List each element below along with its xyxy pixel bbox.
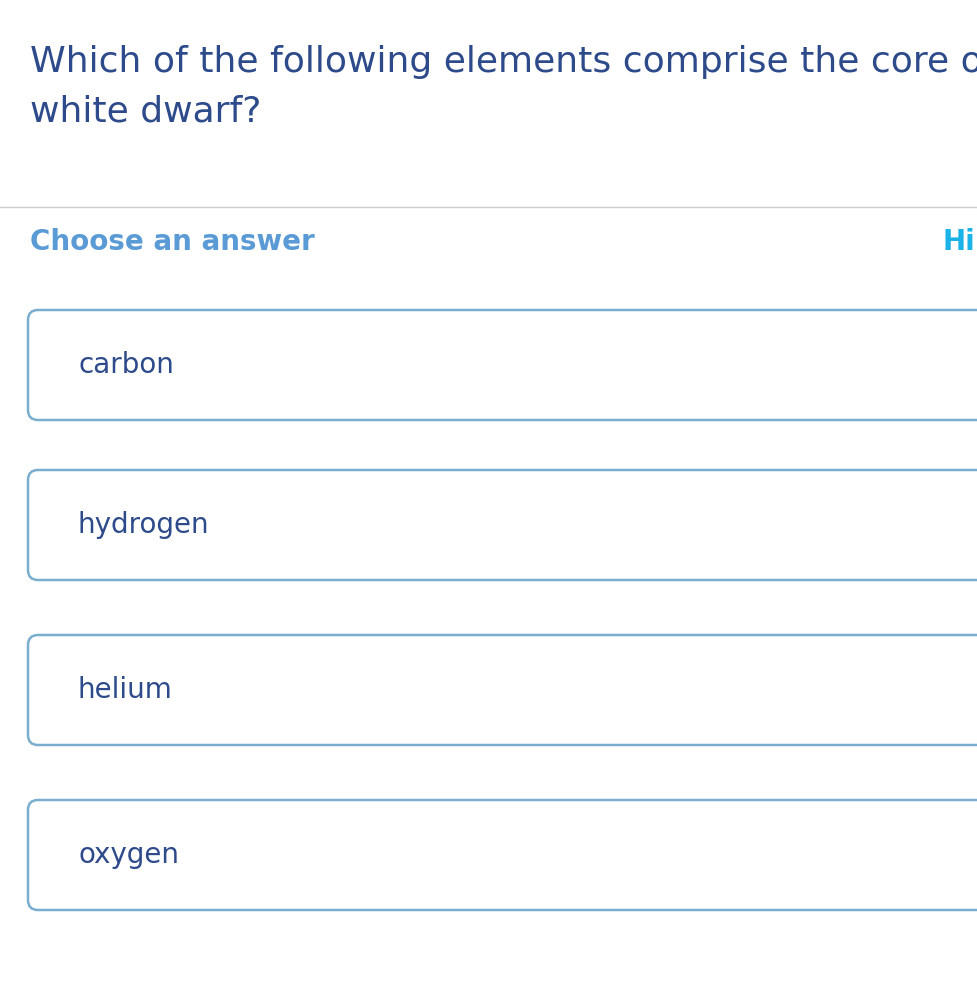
Text: carbon: carbon	[78, 351, 174, 379]
FancyBboxPatch shape	[28, 800, 977, 910]
FancyBboxPatch shape	[28, 310, 977, 420]
Text: hydrogen: hydrogen	[78, 511, 209, 539]
Text: Which of the following elements comprise the core of a: Which of the following elements comprise…	[30, 45, 977, 79]
Text: Choose an answer: Choose an answer	[30, 228, 315, 256]
Text: oxygen: oxygen	[78, 841, 179, 869]
Text: helium: helium	[78, 676, 173, 704]
FancyBboxPatch shape	[28, 470, 977, 580]
FancyBboxPatch shape	[28, 635, 977, 745]
Text: Hi: Hi	[941, 228, 974, 256]
Text: white dwarf?: white dwarf?	[30, 95, 261, 129]
